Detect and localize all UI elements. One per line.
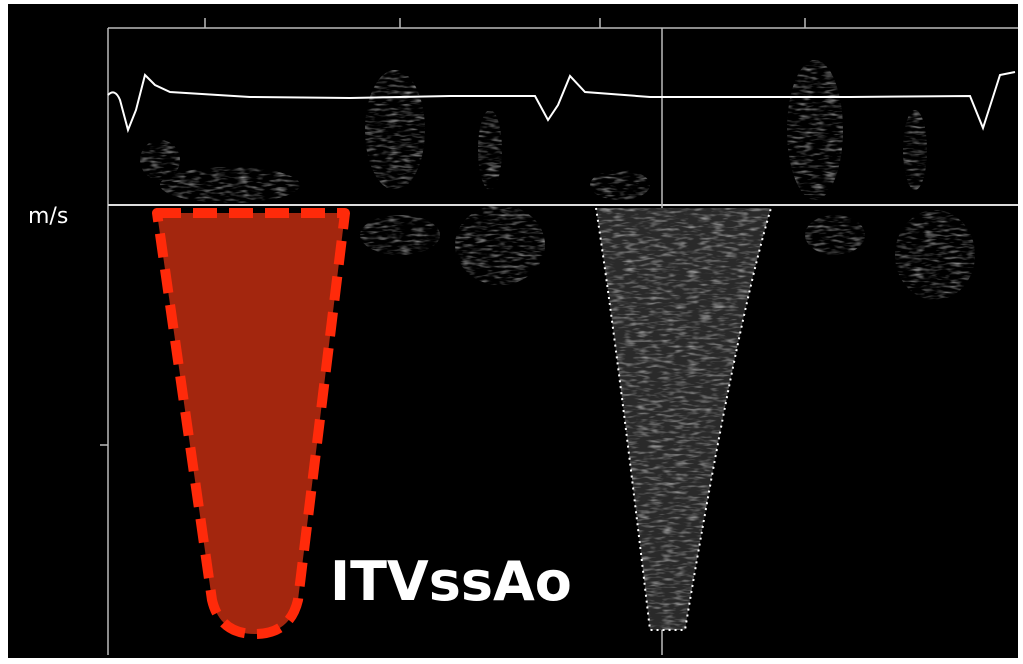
page: {"axis_label": "m/s", "annotation": "ITV…: [0, 0, 1023, 664]
annotation: ITVssAo: [330, 550, 572, 613]
axis-label: m/s: [28, 204, 68, 229]
doppler-image: m/s ITVssAo: [0, 0, 1023, 664]
